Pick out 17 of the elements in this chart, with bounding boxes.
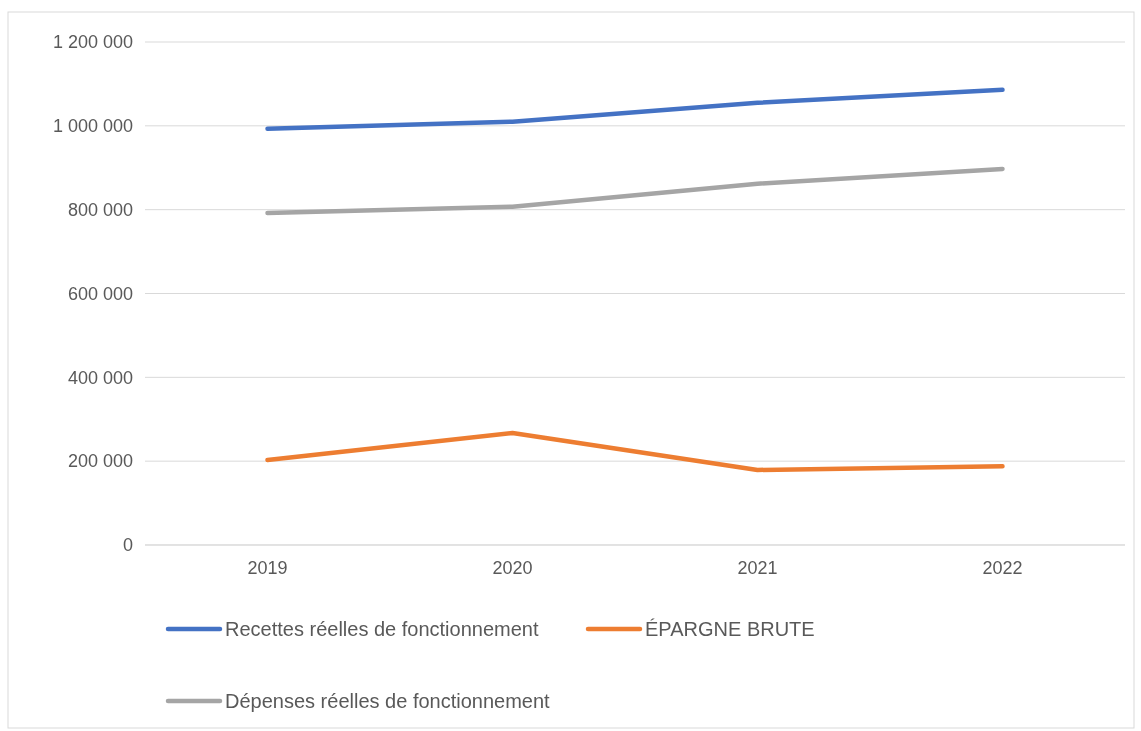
y-tick-label: 1 200 000	[52, 32, 133, 53]
line-series	[265, 430, 1005, 473]
y-tick-label: 800 000	[67, 199, 133, 220]
legend-label: Recettes réelles de fonctionnement	[225, 618, 539, 640]
x-tick-label: 2019	[247, 557, 288, 578]
legend-label: ÉPARGNE BRUTE	[645, 618, 815, 640]
y-tick-label: 0	[122, 535, 133, 556]
y-tick-label: 600 000	[67, 283, 133, 304]
y-tick-label: 400 000	[67, 367, 133, 388]
x-tick-label: 2020	[492, 557, 533, 578]
legend-label: Dépenses réelles de fonctionnement	[225, 690, 551, 712]
y-tick-label: 200 000	[67, 451, 133, 472]
line-series	[265, 166, 1005, 216]
x-tick-label: 2021	[737, 557, 778, 578]
x-tick-label: 2022	[982, 557, 1023, 578]
y-tick-label: 1 000 000	[52, 116, 133, 137]
line-series	[265, 87, 1005, 132]
